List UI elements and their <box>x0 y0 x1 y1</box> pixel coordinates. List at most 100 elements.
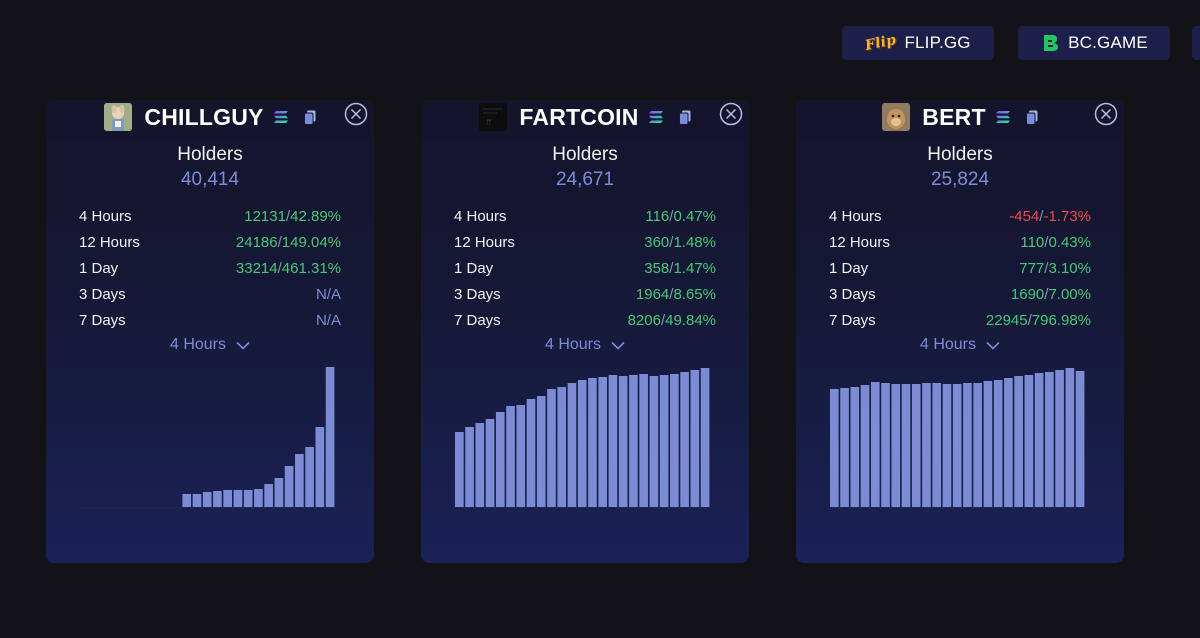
chart-bar <box>274 478 284 507</box>
stat-change-value: 12131/42.89% <box>244 208 341 226</box>
chart-bar <box>506 406 515 507</box>
token-name: CHILLGUY <box>144 103 264 130</box>
chart-bar <box>1034 373 1044 507</box>
chart-bar <box>639 374 648 507</box>
chart-bar <box>526 399 536 507</box>
holders-bar-chart <box>455 368 711 508</box>
period-dropdown[interactable]: 4 Hours <box>46 336 374 354</box>
stat-row: 7 Days 8206/49.84% <box>454 307 716 333</box>
card-header: ff FARTCOIN <box>421 100 749 134</box>
chart-bar <box>325 367 335 507</box>
holders-bar-chart <box>830 368 1086 508</box>
stat-row: 3 Days 1690/7.00% <box>829 281 1091 307</box>
stat-period-label: 12 Hours <box>829 234 890 252</box>
chart-bar <box>547 389 556 507</box>
chart-bar <box>690 370 700 507</box>
stat-change-value: 8206/49.84% <box>627 311 716 329</box>
stat-row: 1 Day 358/1.47% <box>454 256 716 282</box>
stat-period-label: 7 Days <box>79 311 126 329</box>
copy-icon[interactable] <box>303 110 316 125</box>
stat-change-value: 358/1.47% <box>644 259 716 277</box>
chart-bar <box>516 405 526 507</box>
close-icon[interactable] <box>1094 102 1118 126</box>
chart-bar <box>659 375 669 507</box>
copy-icon[interactable] <box>678 110 691 125</box>
chart-bar <box>952 384 962 507</box>
chart-bar <box>223 490 232 507</box>
holder-change-stats: 4 Hours 116/0.47% 12 Hours 360/1.48% 1 Day 35… <box>454 204 716 333</box>
close-icon[interactable] <box>719 102 743 126</box>
chart-bar <box>536 396 546 507</box>
chart-bar <box>680 372 689 507</box>
chart-bar <box>993 380 1003 507</box>
chart-bar <box>295 454 304 507</box>
chart-bar <box>983 381 993 507</box>
chevron-down-icon <box>236 341 250 350</box>
stat-change-value: -454/-1.73% <box>1009 208 1091 226</box>
stat-period-label: 12 Hours <box>454 234 515 252</box>
chart-bar <box>1024 375 1034 507</box>
svg-text:ff: ff <box>486 118 492 127</box>
stat-change-value: 33214/461.31% <box>235 259 341 277</box>
stat-row: 4 Hours 116/0.47% <box>454 204 716 230</box>
chart-bar <box>202 492 212 507</box>
holders-count: 25,824 <box>930 169 990 190</box>
chart-bar <box>305 447 314 507</box>
chart-bar <box>233 490 243 507</box>
token-name: BERT <box>922 103 986 130</box>
stat-row: 7 Days 22945/796.98% <box>829 307 1091 333</box>
solana-icon <box>995 111 1010 123</box>
stat-row: 12 Hours 24186/149.04% <box>79 230 341 256</box>
sponsor-bcgame-button[interactable]: BC.GAME <box>1018 26 1170 60</box>
chart-bar <box>465 427 474 507</box>
holders-count: 40,414 <box>180 169 240 190</box>
chart-bar <box>485 419 495 507</box>
holders-bar-chart <box>80 367 336 508</box>
period-label: 4 Hours <box>169 336 227 353</box>
token-name: FARTCOIN <box>519 103 639 130</box>
chart-bar <box>911 384 921 507</box>
chart-bar <box>860 385 870 507</box>
chart-bar <box>629 375 638 507</box>
copy-icon[interactable] <box>1025 110 1038 125</box>
holder-change-stats: 4 Hours -454/-1.73% 12 Hours 110/0.43% 1 Day… <box>829 204 1091 333</box>
solana-icon <box>273 111 288 123</box>
sponsor-flip-button[interactable]: Flip FLIP.GG <box>842 26 994 60</box>
card-header: BERT <box>796 100 1124 134</box>
period-dropdown[interactable]: 4 Hours <box>796 336 1124 354</box>
chart-bar <box>1075 371 1085 507</box>
stat-period-label: 3 Days <box>454 285 501 303</box>
chevron-down-icon <box>986 341 1000 350</box>
sponsor-partial-button[interactable] <box>1192 26 1200 60</box>
chart-bar <box>192 494 202 507</box>
chart-bar <box>670 374 679 507</box>
chart-bar <box>830 389 839 507</box>
token-card-bert: BERT Holders 25,824 4 Hours -454/-1.73% 12… <box>796 100 1124 563</box>
chart-bar <box>649 376 659 507</box>
stat-change-value: N/A <box>315 285 341 303</box>
holders-label: Holders <box>177 144 243 165</box>
chart-bar <box>891 384 901 507</box>
stat-row: 1 Day 777/3.10% <box>829 256 1091 282</box>
chart-bar <box>963 383 972 507</box>
chart-bar <box>881 383 890 507</box>
stat-change-value: 360/1.48% <box>644 234 716 252</box>
stat-row: 12 Hours 110/0.43% <box>829 230 1091 256</box>
close-icon[interactable] <box>344 102 368 126</box>
chart-bar <box>577 380 587 507</box>
chart-bar <box>618 376 628 507</box>
stat-period-label: 7 Days <box>829 311 876 329</box>
holder-change-stats: 4 Hours 12131/42.89% 12 Hours 24186/149.04%… <box>79 204 341 333</box>
period-dropdown[interactable]: 4 Hours <box>421 336 749 354</box>
chart-bar <box>1055 370 1064 507</box>
chart-bar <box>608 375 618 507</box>
holders-count: 24,671 <box>555 169 615 190</box>
chart-bar <box>1065 368 1075 507</box>
chart-bar <box>1014 376 1023 507</box>
flip-logo-icon: Flip <box>863 31 898 55</box>
stat-row: 7 Days N/A <box>79 307 341 333</box>
stat-row: 4 Hours -454/-1.73% <box>829 204 1091 230</box>
stat-period-label: 4 Hours <box>829 208 882 226</box>
chart-bar <box>942 384 952 507</box>
bcgame-logo-icon <box>1044 35 1059 51</box>
